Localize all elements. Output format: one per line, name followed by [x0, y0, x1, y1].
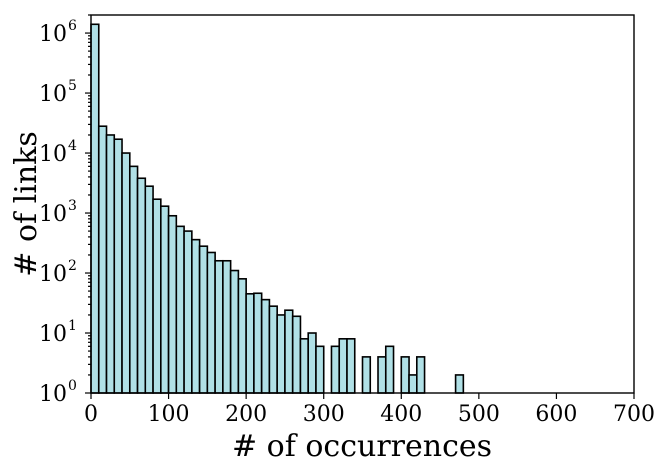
y-tick-exponent: 2	[68, 258, 77, 274]
histogram-bar	[346, 338, 356, 394]
y-tick-exponent: 3	[68, 198, 77, 214]
histogram-bar	[384, 345, 395, 394]
histogram-bar	[121, 152, 131, 394]
histogram-bar	[338, 338, 348, 394]
histogram-bar	[377, 356, 387, 394]
y-tick-exponent: 6	[68, 18, 77, 34]
histogram-bar	[97, 125, 108, 394]
bars-group	[90, 23, 465, 394]
histogram-bar	[144, 185, 154, 394]
y-tick-exponent: 5	[68, 78, 77, 94]
histogram-bar	[198, 245, 209, 394]
y-tick-exponent: 1	[68, 318, 77, 334]
histogram-bar	[253, 292, 263, 394]
x-axis-label: # of occurrences	[232, 429, 492, 464]
histogram-bar	[191, 238, 201, 394]
histogram-bar	[415, 356, 426, 394]
y-tick-label: 10	[39, 142, 67, 167]
histogram-bar	[167, 214, 178, 394]
histogram-bar	[307, 332, 317, 394]
x-tick-label: 100	[148, 402, 190, 427]
histogram-bar	[113, 138, 123, 394]
y-tick-label: 10	[39, 382, 67, 407]
histogram-bar	[361, 356, 372, 394]
histogram-bar	[222, 259, 232, 394]
y-tick-label: 10	[39, 82, 67, 107]
y-tick-label: 10	[39, 262, 67, 287]
histogram-bar	[214, 259, 224, 394]
histogram-bar	[299, 338, 310, 394]
x-axis-ticks: 0 100 200 300 400 500 600 700	[84, 393, 655, 427]
histogram-bar	[152, 198, 162, 394]
histogram-bar	[105, 134, 116, 394]
histogram-bar	[408, 374, 418, 394]
x-tick-label: 500	[458, 402, 500, 427]
y-tick-label: 10	[39, 322, 67, 347]
histogram-bar	[315, 345, 325, 394]
x-tick-label: 300	[303, 402, 345, 427]
histogram-bar	[128, 165, 139, 394]
histogram-bar	[330, 345, 341, 394]
histogram-bar	[284, 309, 294, 394]
histogram-bar	[245, 293, 255, 394]
histogram-bar	[268, 305, 278, 394]
histogram-bar	[260, 298, 271, 394]
histogram-bar	[183, 230, 193, 394]
y-tick-label: 10	[39, 22, 67, 47]
y-tick-exponent: 0	[68, 378, 77, 394]
histogram-bar	[400, 356, 410, 394]
plot-frame	[90, 14, 635, 394]
x-tick-label: 0	[84, 402, 98, 427]
y-tick-label: 10	[39, 202, 67, 227]
histogram-bar	[291, 315, 302, 394]
y-tick-exponent: 4	[68, 138, 77, 154]
histogram-bar	[276, 314, 286, 394]
histogram-bar	[175, 225, 185, 394]
histogram-bar	[454, 374, 465, 394]
x-tick-label: 400	[380, 402, 422, 427]
x-tick-label: 600	[535, 402, 577, 427]
histogram-bar	[90, 23, 100, 394]
y-axis-label: # of links	[9, 131, 44, 276]
histogram-bar	[229, 269, 240, 394]
histogram-bar	[136, 177, 147, 394]
histogram-bar	[206, 251, 216, 394]
histogram-bar	[237, 278, 247, 394]
x-tick-label: 200	[225, 402, 267, 427]
histogram-bar	[160, 205, 170, 394]
x-tick-label: 700	[613, 402, 655, 427]
